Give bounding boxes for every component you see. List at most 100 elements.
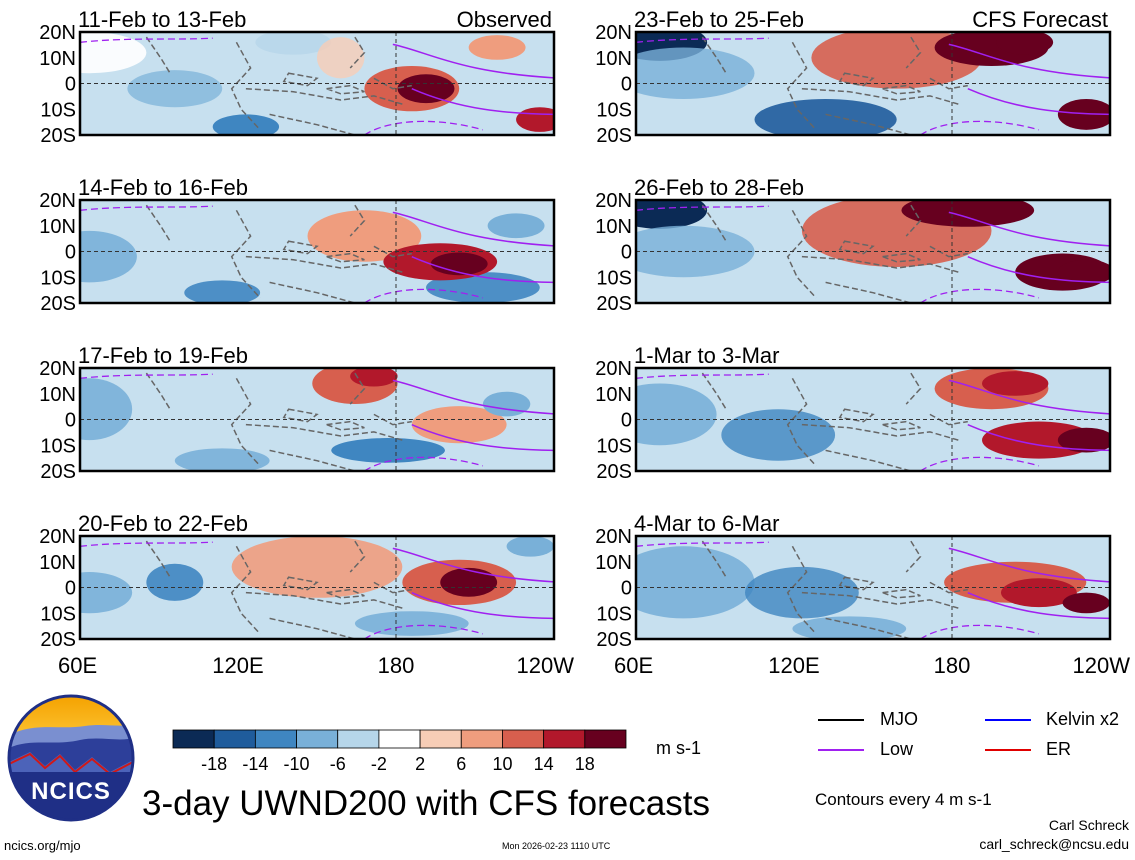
y-tick-label: 10S bbox=[596, 603, 632, 625]
y-tick-label: 20N bbox=[39, 526, 76, 548]
legend-line-er bbox=[985, 749, 1031, 751]
colorbar-swatch bbox=[543, 729, 586, 749]
footer-timestamp: Mon 2026-02-23 1110 UTC bbox=[502, 841, 611, 851]
colorbar-swatch bbox=[172, 729, 215, 749]
colorbar-swatch bbox=[296, 729, 339, 749]
panel-period-2: 14-Feb to 16-Feb bbox=[78, 175, 248, 200]
y-tick-label: 10S bbox=[596, 435, 632, 457]
colorbar-tick-label: 18 bbox=[575, 754, 595, 774]
y-tick-label: 10S bbox=[40, 267, 76, 289]
x-tick-label: 60E bbox=[614, 653, 653, 678]
y-tick-label: 10N bbox=[39, 552, 76, 574]
x-tick-label: 180 bbox=[378, 653, 415, 678]
y-tick-label: 20S bbox=[596, 125, 632, 147]
y-tick-label: 20S bbox=[40, 461, 76, 483]
y-tick-label: 0 bbox=[621, 410, 632, 432]
logo-text: NCICS bbox=[31, 778, 111, 805]
colorbar-tick-label: -2 bbox=[371, 754, 387, 774]
legend-line-mjo bbox=[818, 719, 864, 721]
panel-period-6: 26-Feb to 28-Feb bbox=[634, 175, 804, 200]
y-tick-label: 20S bbox=[596, 629, 632, 651]
legend-label-mjo: MJO bbox=[880, 709, 918, 729]
ncics-logo: NCICS bbox=[7, 694, 135, 822]
x-tick-label: 120W bbox=[1073, 653, 1131, 678]
colorbar-tick-label: -18 bbox=[201, 754, 227, 774]
y-tick-label: 20S bbox=[40, 293, 76, 315]
y-tick-label: 20N bbox=[595, 190, 632, 212]
y-tick-label: 10N bbox=[595, 384, 632, 406]
legend-label-kelvin: Kelvin x2 bbox=[1046, 709, 1120, 729]
panel-label-5: CFS Forecast bbox=[972, 7, 1108, 32]
y-tick-label: 20N bbox=[39, 22, 76, 44]
panel-period-5: 23-Feb to 25-Feb bbox=[634, 7, 804, 32]
contour-note: Contours every 4 m s-1 bbox=[815, 790, 992, 809]
y-tick-label: 10N bbox=[39, 48, 76, 70]
figure-title: 3-day UWND200 with CFS forecasts bbox=[142, 784, 710, 823]
y-tick-label: 20N bbox=[595, 526, 632, 548]
panels-layer: 11-Feb to 13-Feb Observed20N10N010S20S14-… bbox=[39, 7, 1130, 678]
colorbar-swatch bbox=[254, 729, 297, 749]
colorbar-swatch bbox=[584, 729, 627, 749]
y-tick-label: 20N bbox=[595, 358, 632, 380]
x-tick-label: 180 bbox=[934, 653, 971, 678]
colorbar-tick-label: -14 bbox=[242, 754, 268, 774]
panel-5: 23-Feb to 25-Feb CFS Forecast 20N 10N 0 10S 20… bbox=[595, 7, 1112, 147]
colorbar-units: m s-1 bbox=[656, 738, 701, 758]
y-tick-label: 10S bbox=[40, 435, 76, 457]
y-tick-label: 0 bbox=[65, 578, 76, 600]
y-tick-label: 10S bbox=[596, 267, 632, 289]
colorbar-tick-label: -6 bbox=[330, 754, 346, 774]
y-tick-label: 20N bbox=[39, 358, 76, 380]
colorbar: -18 -14 -10 -6 -2 2 6 10 14 18 bbox=[172, 729, 627, 774]
x-tick-label: 120W bbox=[517, 653, 575, 678]
x-tick-label: 120E bbox=[768, 653, 819, 678]
panel-period-4: 20-Feb to 22-Feb bbox=[78, 511, 248, 536]
colorbar-swatch bbox=[213, 729, 256, 749]
panel-label-1: Observed bbox=[457, 7, 552, 32]
colorbar-swatch bbox=[378, 729, 421, 749]
colorbar-swatch bbox=[502, 729, 545, 749]
y-tick-label: 20N bbox=[595, 22, 632, 44]
panel-period-7: 1-Mar to 3-Mar bbox=[634, 343, 779, 368]
y-tick-label: 10N bbox=[595, 216, 632, 238]
colorbar-tick-label: -10 bbox=[284, 754, 310, 774]
y-tick-label: 10N bbox=[595, 48, 632, 70]
panel-period-1: 11-Feb to 13-Feb bbox=[78, 7, 246, 32]
panel-period-3: 17-Feb to 19-Feb bbox=[78, 343, 248, 368]
footer-site: ncics.org/mjo bbox=[4, 838, 81, 853]
y-tick-label: 20N bbox=[39, 190, 76, 212]
y-tick-label: 0 bbox=[65, 242, 76, 264]
y-tick-label: 0 bbox=[621, 242, 632, 264]
y-tick-label: 10N bbox=[39, 216, 76, 238]
colorbar-tick-label: 6 bbox=[456, 754, 466, 774]
y-tick-label: 10N bbox=[595, 552, 632, 574]
colorbar-tick-label: 14 bbox=[534, 754, 554, 774]
colorbar-tick-label: 2 bbox=[415, 754, 425, 774]
y-tick-label: 20S bbox=[596, 293, 632, 315]
panel-period-8: 4-Mar to 6-Mar bbox=[634, 511, 779, 536]
footer-email: carl_schreck@ncsu.edu bbox=[979, 836, 1129, 852]
legend-line-kelvin bbox=[985, 719, 1031, 721]
colorbar-tick-label: 10 bbox=[492, 754, 512, 774]
y-tick-label: 10N bbox=[39, 384, 76, 406]
y-tick-label: 10S bbox=[40, 603, 76, 625]
y-tick-label: 0 bbox=[621, 74, 632, 96]
y-tick-label: 10S bbox=[40, 99, 76, 121]
y-tick-label: 0 bbox=[65, 74, 76, 96]
y-tick-label: 20S bbox=[40, 125, 76, 147]
panel-1: 11-Feb to 13-Feb Observed 20N 10N 0 10S 20S bbox=[39, 7, 556, 147]
y-tick-label: 0 bbox=[65, 410, 76, 432]
colorbar-swatch bbox=[419, 729, 462, 749]
colorbar-swatch bbox=[460, 729, 503, 749]
legend-label-low: Low bbox=[880, 739, 914, 759]
y-tick-label: 10S bbox=[596, 99, 632, 121]
y-tick-label: 0 bbox=[621, 578, 632, 600]
x-tick-label: 60E bbox=[58, 653, 97, 678]
